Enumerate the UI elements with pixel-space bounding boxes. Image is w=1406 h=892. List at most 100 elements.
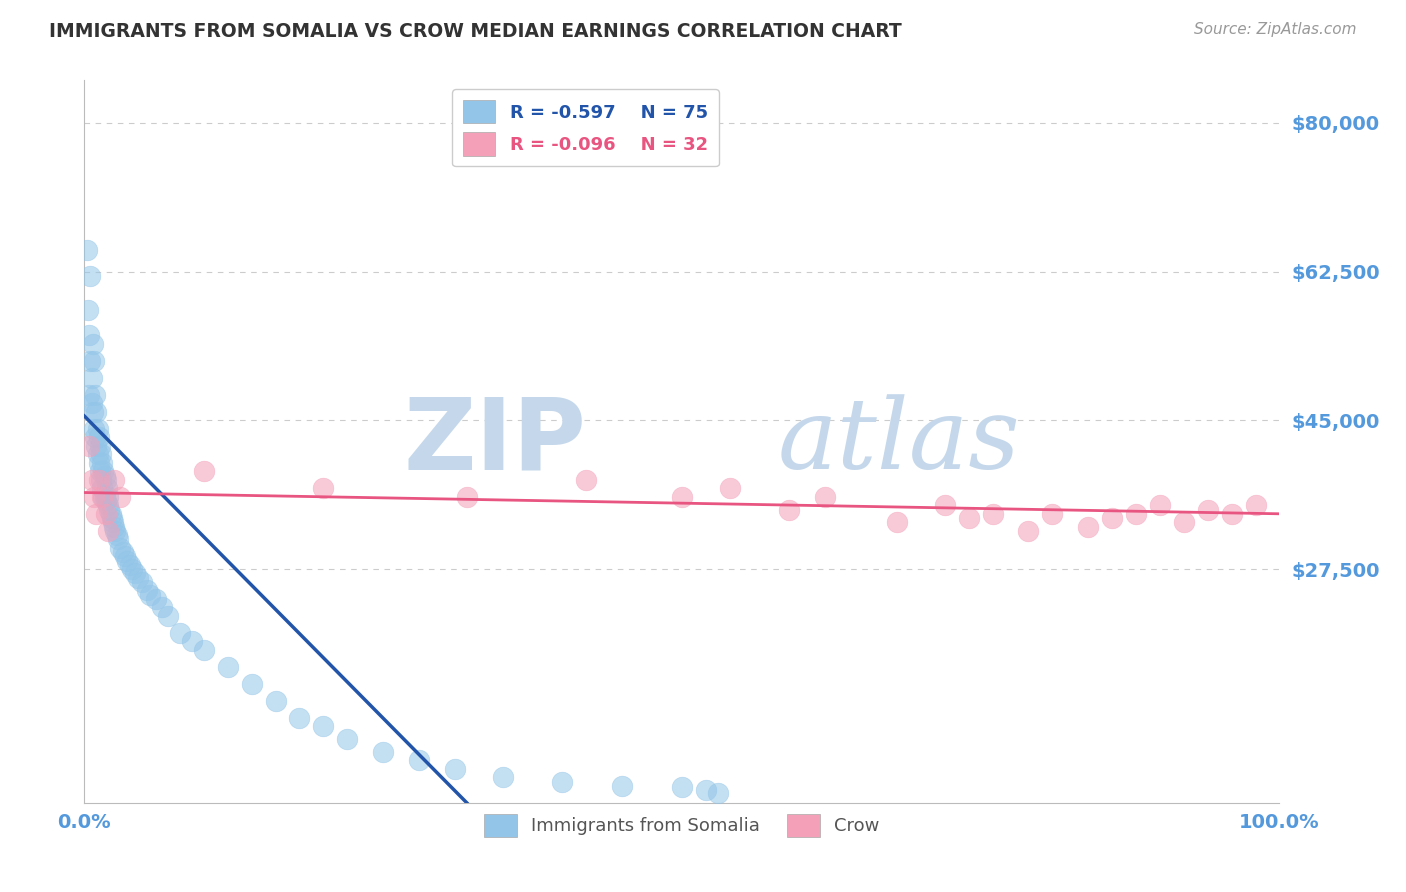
Point: [83, 422, 105, 436]
Point: [114, 549, 136, 564]
Point: [77, 302, 100, 317]
Point: [89, 464, 111, 478]
Point: [90, 473, 112, 487]
Point: [124, 566, 146, 581]
Point: [91, 490, 114, 504]
Point: [110, 541, 132, 555]
Point: [97, 498, 120, 512]
Point: [87, 456, 110, 470]
Point: [373, 745, 395, 759]
Point: [671, 490, 693, 504]
Point: [718, 481, 741, 495]
Point: [117, 553, 139, 567]
Point: [336, 732, 359, 747]
Point: [1125, 507, 1147, 521]
Point: [1220, 507, 1243, 521]
Point: [90, 447, 112, 461]
Point: [97, 490, 120, 504]
Point: [707, 786, 730, 800]
Point: [103, 519, 125, 533]
Point: [1042, 507, 1064, 521]
Point: [1149, 498, 1171, 512]
Point: [107, 533, 129, 547]
Point: [695, 783, 717, 797]
Point: [93, 464, 115, 478]
Point: [181, 634, 204, 648]
Point: [79, 353, 101, 368]
Point: [82, 405, 104, 419]
Point: [217, 660, 239, 674]
Point: [444, 762, 467, 776]
Point: [86, 439, 108, 453]
Point: [82, 336, 104, 351]
Point: [84, 430, 107, 444]
Point: [84, 388, 107, 402]
Point: [86, 447, 108, 461]
Text: Source: ZipAtlas.com: Source: ZipAtlas.com: [1194, 22, 1357, 37]
Point: [83, 490, 105, 504]
Point: [87, 473, 110, 487]
Point: [76, 244, 98, 258]
Point: [193, 642, 215, 657]
Point: [779, 502, 801, 516]
Point: [118, 558, 141, 572]
Point: [240, 677, 263, 691]
Point: [103, 473, 125, 487]
Point: [104, 524, 127, 538]
Point: [127, 570, 149, 584]
Point: [886, 516, 908, 530]
Point: [456, 490, 478, 504]
Point: [93, 490, 115, 504]
Point: [86, 422, 108, 436]
Point: [981, 507, 1004, 521]
Point: [1018, 524, 1040, 538]
Point: [139, 588, 162, 602]
Point: [150, 600, 173, 615]
Text: ZIP: ZIP: [404, 393, 586, 490]
Point: [1197, 502, 1219, 516]
Point: [101, 511, 124, 525]
Point: [91, 481, 114, 495]
Point: [93, 490, 115, 504]
Point: [93, 468, 115, 483]
Point: [100, 507, 122, 521]
Point: [492, 770, 515, 784]
Point: [612, 779, 634, 793]
Point: [957, 511, 980, 525]
Point: [97, 524, 120, 538]
Point: [94, 473, 117, 487]
Point: [77, 328, 100, 343]
Point: [157, 608, 180, 623]
Point: [110, 490, 132, 504]
Point: [551, 774, 574, 789]
Point: [312, 481, 335, 495]
Point: [77, 388, 100, 402]
Text: IMMIGRANTS FROM SOMALIA VS CROW MEDIAN EARNINGS CORRELATION CHART: IMMIGRANTS FROM SOMALIA VS CROW MEDIAN E…: [49, 22, 903, 41]
Point: [80, 396, 103, 410]
Point: [86, 405, 108, 419]
Point: [135, 583, 157, 598]
Point: [1244, 498, 1267, 512]
Point: [288, 711, 311, 725]
Point: [80, 371, 103, 385]
Point: [77, 439, 100, 453]
Legend: Immigrants from Somalia, Crow: Immigrants from Somalia, Crow: [477, 806, 887, 845]
Point: [80, 473, 103, 487]
Point: [814, 490, 837, 504]
Point: [575, 473, 598, 487]
Point: [94, 507, 117, 521]
Point: [671, 780, 693, 795]
Point: [1077, 519, 1099, 533]
Point: [98, 502, 121, 516]
Point: [193, 464, 215, 478]
Point: [1173, 516, 1195, 530]
Point: [145, 591, 167, 606]
Point: [131, 574, 153, 589]
Point: [86, 507, 108, 521]
Point: [934, 498, 956, 512]
Text: atlas: atlas: [778, 394, 1021, 489]
Point: [87, 430, 110, 444]
Point: [89, 439, 111, 453]
Point: [91, 456, 114, 470]
Point: [111, 545, 134, 559]
